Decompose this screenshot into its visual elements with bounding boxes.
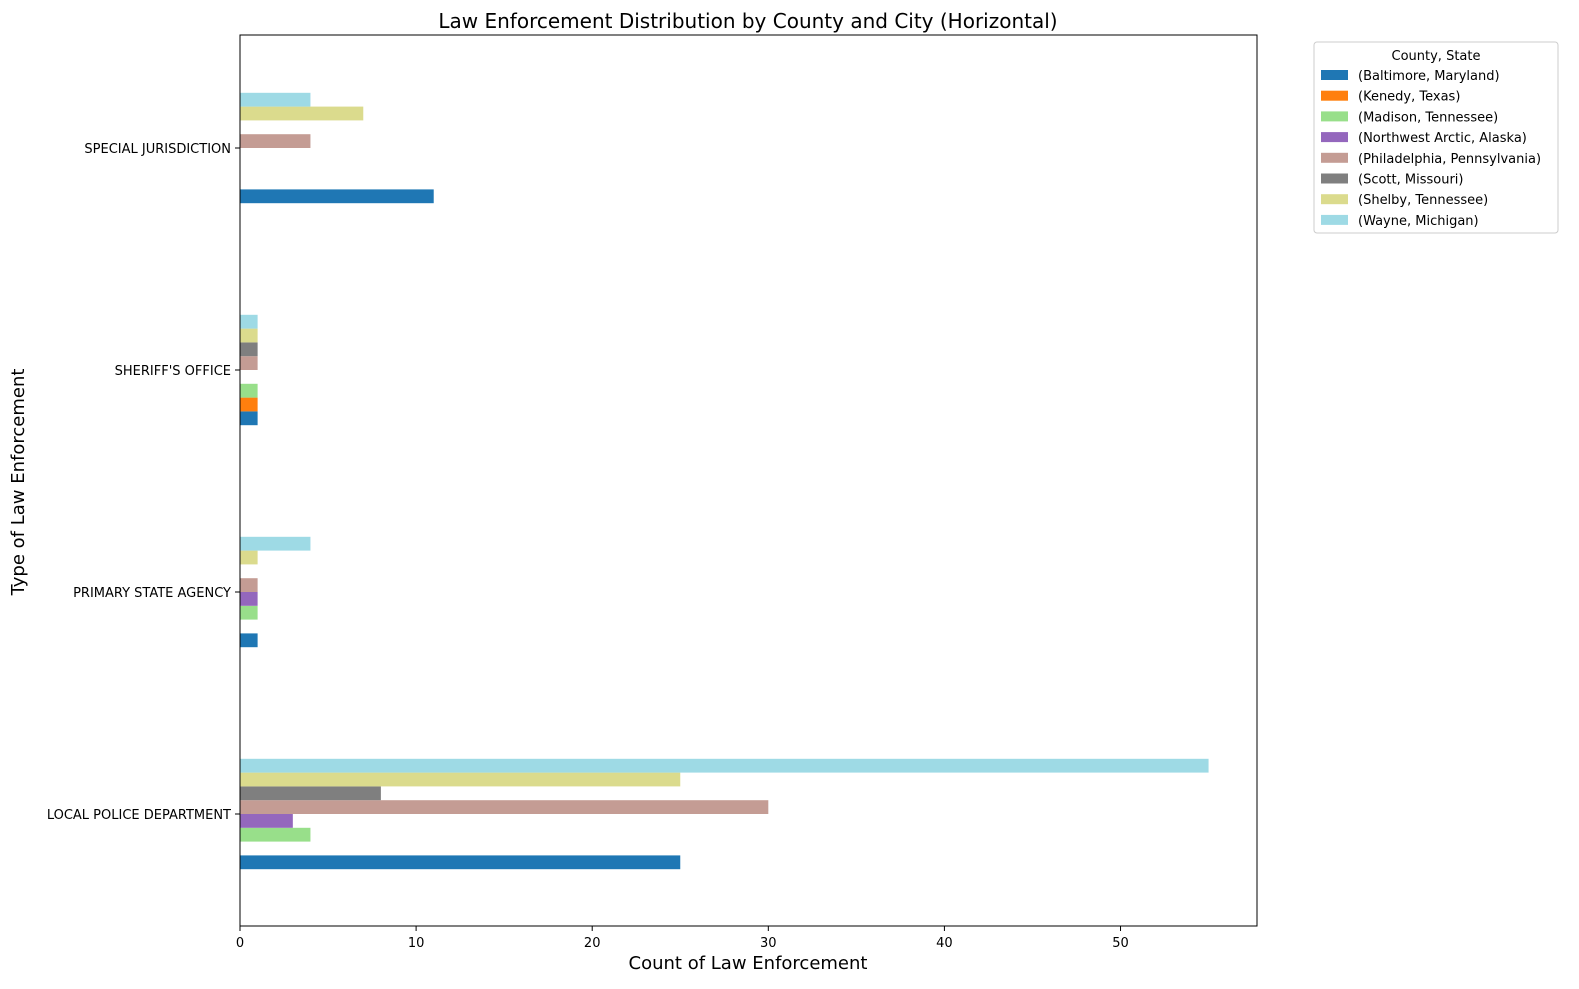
bar — [240, 855, 681, 870]
legend-label: (Northwest Arctic, Alaska) — [1358, 131, 1527, 146]
x-tick-label: 40 — [936, 936, 953, 951]
legend-swatch — [1321, 173, 1348, 184]
x-tick-label: 50 — [1112, 936, 1129, 951]
bar — [240, 536, 311, 551]
legend-label: (Baltimore, Maryland) — [1358, 69, 1500, 84]
bar — [240, 397, 258, 412]
x-tick-label: 10 — [408, 936, 425, 951]
legend-label: (Kenedy, Texas) — [1358, 90, 1460, 105]
legend-label: (Wayne, Michigan) — [1358, 214, 1479, 229]
chart-title: Law Enforcement Distribution by County a… — [438, 9, 1057, 33]
legend-swatch — [1321, 111, 1348, 122]
legend-swatch — [1321, 152, 1348, 163]
bar — [240, 592, 258, 606]
bar — [240, 633, 258, 648]
legend-label: (Scott, Missouri) — [1358, 173, 1463, 188]
bar — [240, 827, 311, 842]
bar — [240, 786, 381, 801]
bar — [240, 578, 258, 592]
y-axis: LOCAL POLICE DEPARTMENT PRIMARY STATE AGE… — [47, 142, 240, 823]
bar — [240, 814, 293, 828]
legend-label: (Philadelphia, Pennsylvania) — [1358, 152, 1541, 167]
legend-swatch — [1321, 70, 1348, 80]
y-axis-label: Type of Law Enforcement — [8, 369, 29, 597]
x-tick-label: 0 — [236, 936, 244, 951]
x-tick-label: 20 — [584, 936, 601, 951]
y-tick-label: PRIMARY STATE AGENCY — [73, 586, 231, 601]
y-tick-label: SPECIAL JURISDICTION — [84, 142, 231, 157]
x-tick-label: 30 — [760, 936, 777, 951]
legend-swatch — [1321, 132, 1348, 143]
legend: County, State (Baltimore, Maryland) (Kene… — [1313, 41, 1559, 234]
legend-swatch — [1321, 90, 1348, 101]
bars-layer — [240, 92, 1209, 870]
legend-swatch — [1321, 194, 1348, 205]
plot-frame — [239, 34, 1258, 927]
x-axis-label: Count of Law Enforcement — [629, 953, 868, 974]
legend-label: (Madison, Tennessee) — [1358, 110, 1498, 125]
bar — [240, 800, 769, 814]
bar — [240, 342, 258, 357]
bar — [240, 758, 1209, 773]
bar — [240, 134, 311, 148]
x-axis: 0 10 20 30 40 50 — [236, 926, 1129, 951]
bar — [240, 189, 434, 204]
bar — [240, 314, 258, 329]
legend-title: County, State — [1392, 49, 1481, 64]
legend-items: (Baltimore, Maryland) (Kenedy, Texas) (Mad… — [1321, 69, 1541, 229]
bar — [240, 411, 258, 426]
bar — [240, 550, 258, 565]
bar — [240, 328, 258, 343]
bar — [240, 605, 258, 620]
y-tick-label: SHERIFF'S OFFICE — [115, 364, 231, 379]
legend-box — [1313, 41, 1559, 234]
bar — [240, 383, 258, 398]
legend-label: (Shelby, Tennessee) — [1358, 193, 1488, 208]
bar — [240, 92, 311, 107]
legend-swatch — [1321, 214, 1348, 225]
bar — [240, 106, 364, 121]
bar — [240, 356, 258, 370]
y-tick-label: LOCAL POLICE DEPARTMENT — [47, 808, 231, 823]
bar — [240, 772, 681, 787]
